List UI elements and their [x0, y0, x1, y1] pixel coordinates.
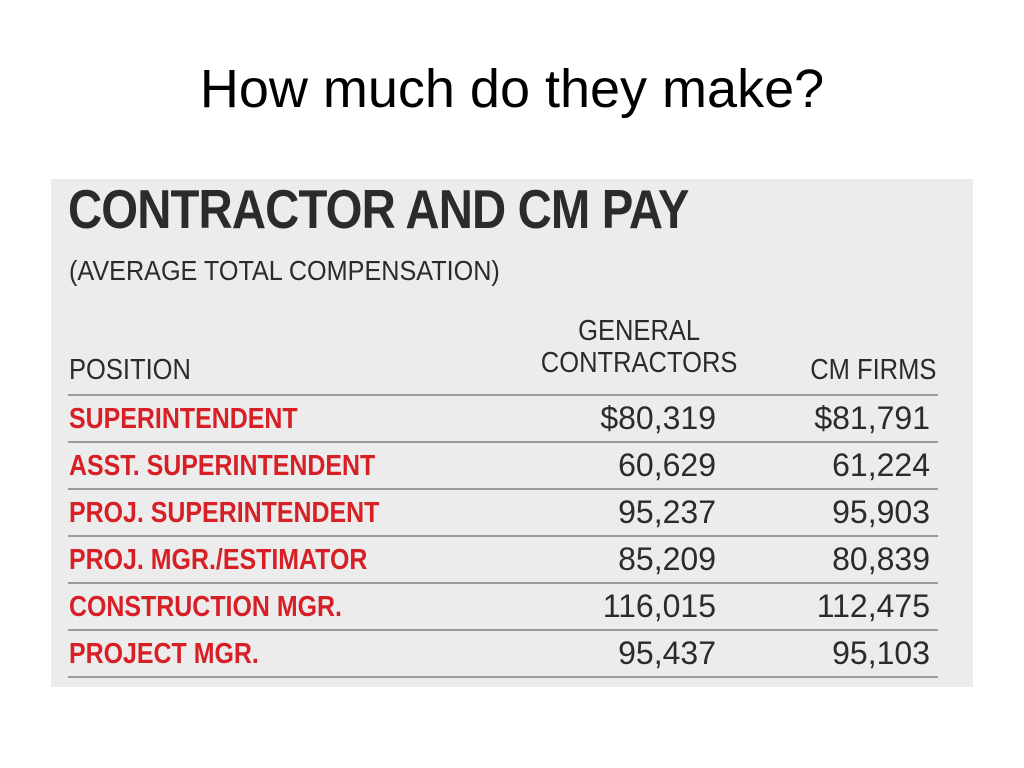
general-contractors-cell: 85,209	[618, 541, 716, 577]
graphic-title: CONTRACTOR AND CM PAY	[68, 178, 689, 240]
position-cell: ASST. SUPERINTENDENT	[69, 450, 376, 482]
column-header-cm-firms: CM FIRMS	[809, 354, 936, 386]
table-row: PROJ. MGR./ESTIMATOR 85,209 80,839	[68, 537, 938, 584]
graphic-subtitle: (AVERAGE TOTAL COMPENSATION)	[69, 255, 500, 286]
table-row: SUPERINTENDENT $80,319 $81,791	[68, 396, 938, 443]
table-body: SUPERINTENDENT $80,319 $81,791 ASST. SUP…	[68, 394, 938, 678]
cm-firms-cell: 95,903	[832, 494, 930, 530]
cm-firms-cell: 95,103	[832, 635, 930, 671]
position-cell: PROJ. MGR./ESTIMATOR	[69, 544, 368, 576]
column-header-general-contractors-line1: GENERAL	[577, 315, 700, 347]
cm-firms-cell: $81,791	[814, 400, 930, 436]
cm-firms-cell: 112,475	[816, 588, 930, 624]
table-row: CONSTRUCTION MGR. 116,015 112,475	[68, 584, 938, 631]
position-cell: PROJ. SUPERINTENDENT	[69, 497, 380, 529]
pay-table-graphic: CONTRACTOR AND CM PAY (AVERAGE TOTAL COM…	[51, 179, 973, 687]
cm-firms-cell: 61,224	[832, 447, 930, 483]
column-header-general-contractors: GENERAL CONTRACTORS	[540, 315, 737, 380]
cm-firms-cell: 80,839	[832, 541, 930, 577]
general-contractors-cell: 95,437	[618, 635, 716, 671]
position-cell: SUPERINTENDENT	[69, 403, 298, 435]
table-row: ASST. SUPERINTENDENT 60,629 61,224	[68, 443, 938, 490]
general-contractors-cell: 95,237	[618, 494, 716, 530]
table-row: PROJ. SUPERINTENDENT 95,237 95,903	[68, 490, 938, 537]
general-contractors-cell: 60,629	[618, 447, 716, 483]
slide-title: How much do they make?	[199, 59, 825, 119]
table-row: PROJECT MGR. 95,437 95,103	[68, 631, 938, 678]
column-header-position: POSITION	[69, 354, 191, 386]
position-cell: CONSTRUCTION MGR.	[69, 591, 342, 623]
general-contractors-cell: 116,015	[602, 588, 716, 624]
position-cell: PROJECT MGR.	[69, 638, 259, 670]
column-header-general-contractors-line2: CONTRACTORS	[540, 347, 737, 380]
general-contractors-cell: $80,319	[600, 400, 716, 436]
